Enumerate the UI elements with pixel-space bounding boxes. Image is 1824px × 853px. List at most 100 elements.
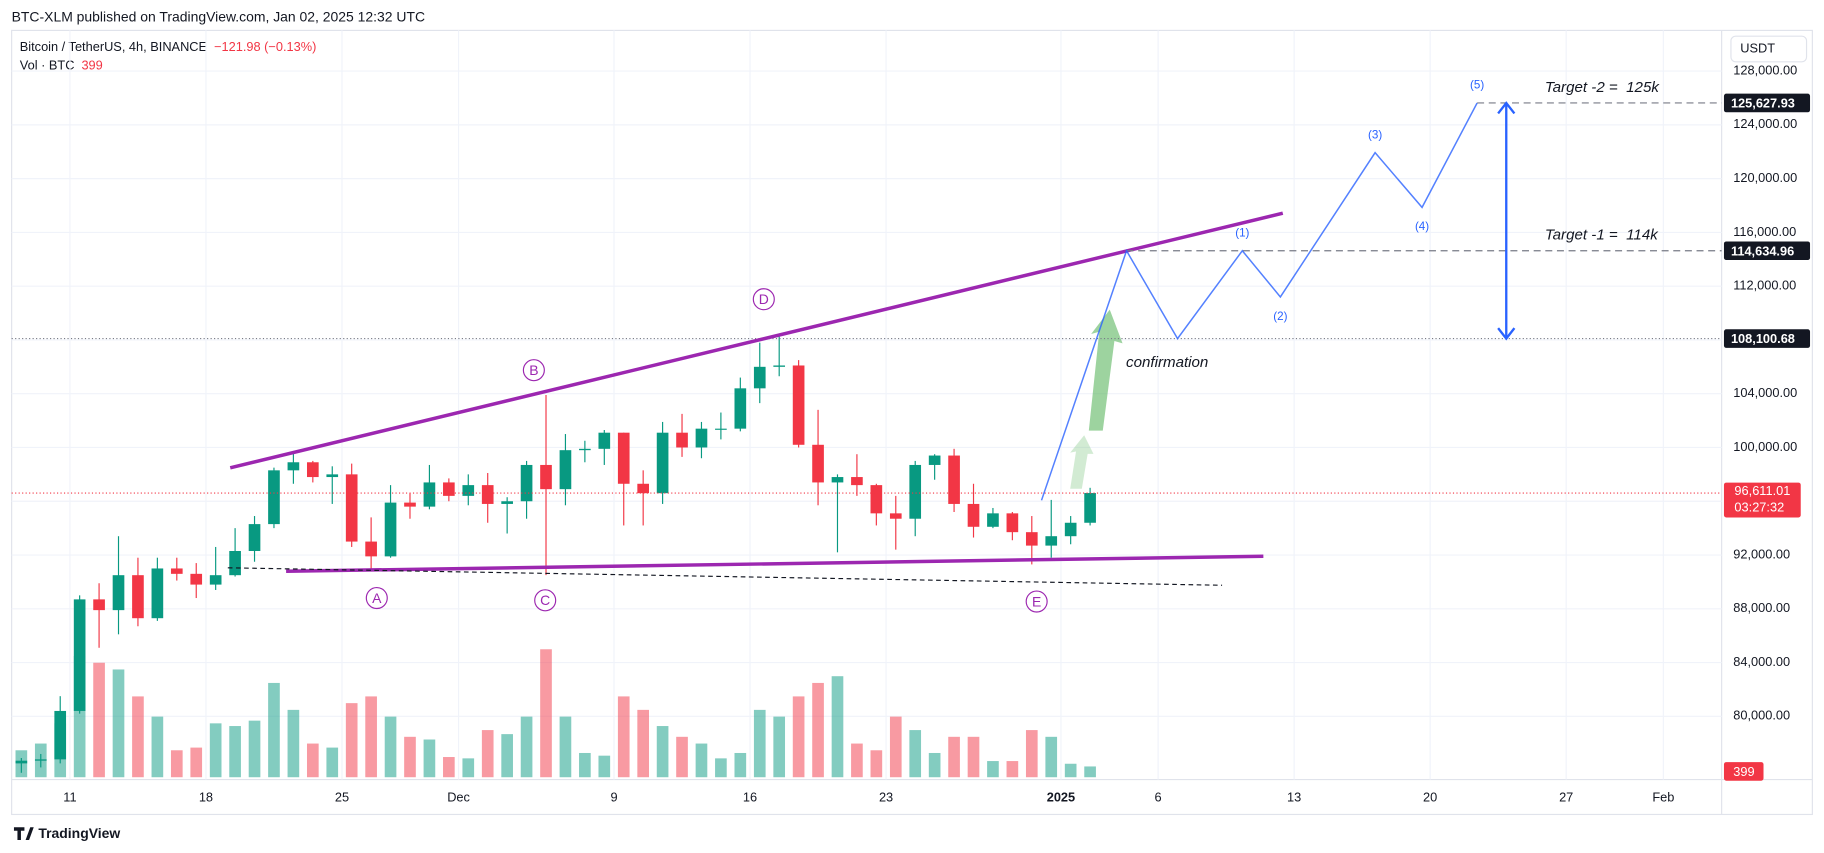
projection-label: (1) [1235,226,1249,239]
price-label: 108,100.68 [1731,331,1795,346]
trendline [227,567,1223,586]
volume-bar [851,743,863,778]
y-tick-label: 116,000.00 [1733,224,1796,239]
currency-button[interactable] [1730,35,1808,63]
volume-bar [287,709,300,778]
candle-body [287,462,300,471]
volume-bar [812,682,824,778]
projection-label: (5) [1470,79,1484,92]
symbol-title: Bitcoin / TetherUS, 4h, BINANCE −121.98 (… [20,39,317,54]
x-tick-label: 11 [63,790,76,805]
candle-body [54,710,67,760]
y-tick-label: 84,000.00 [1733,654,1790,669]
volume-bar [306,743,319,778]
small-arrow [1070,435,1094,489]
wave-circle [1025,590,1048,613]
candle-body [268,470,280,525]
volume-bar [248,720,261,778]
wave-label: D [759,291,769,307]
candle-body [656,432,669,494]
candle-body [928,455,941,465]
title: Bitcoin / TetherUS, 4h, BINANCE [20,39,207,54]
volume-bar [617,696,630,778]
volume-bar [579,752,591,778]
candle-body [715,428,727,430]
volume-bar [151,716,164,778]
volume-bar [462,758,475,778]
candle-body [520,464,533,502]
wave-circle [365,586,388,610]
brand: TradingView [38,825,120,841]
candle-body [889,513,902,519]
last-price-box [1723,482,1801,518]
axes: 80,000.0084,000.0088,000.0092,000.0096,0… [63,62,1811,805]
volume-bar [384,716,397,778]
x-tick-label: 20 [1423,790,1437,805]
volume-bar [326,747,339,778]
volume-bar [753,709,766,778]
trendline [286,554,1264,574]
candle-body [637,483,649,494]
candle-body [209,575,222,585]
trendline [229,211,1284,470]
volume-bar [268,682,280,778]
candle-body [481,485,494,504]
wave-label: E [1032,593,1041,609]
volume-last-label: 399 [1733,764,1754,779]
price-label-box [1723,329,1811,348]
candle-body [345,474,358,542]
volume-bar [598,755,611,778]
target-label: Target -2 = 125k [1545,79,1661,96]
candle-body [598,432,611,449]
candle-body [365,541,377,557]
x-tick-label: Dec [447,790,470,805]
vol-last: 399 [81,58,102,73]
volume-bar [229,726,241,778]
candle-body [559,450,572,490]
volume-bar [170,750,183,778]
currency[interactable]: USDT [1740,40,1775,55]
candle-body [170,568,183,574]
drawings: confirmation A B C D E Target -2 = 125k Target… [11,79,1722,613]
candle-body [404,502,416,507]
volume-bar [715,758,727,778]
candle-body [15,760,28,764]
candle-body [501,501,513,504]
vol-title: Vol · BTC [20,58,75,73]
volume-bar [1025,730,1038,778]
volume-bar [423,739,436,778]
volume-bar [404,736,416,778]
projection-path [1040,102,1478,501]
volume-bar [948,736,960,778]
volume-bar [540,649,552,778]
wave-label: A [372,590,382,606]
candle-body [870,485,883,514]
target-label: Target -1 = 114k [1545,227,1659,244]
volume-bar [637,709,649,778]
y-tick-label: 80,000.00 [1733,708,1790,723]
candle-body [831,477,844,483]
candle-body [753,366,766,389]
candle-body [34,759,47,761]
volume-bar [345,703,358,778]
volume-bar [656,726,669,778]
volume-bar [889,716,902,778]
candle-body [676,432,688,448]
volume-bar [1064,763,1077,778]
volume-bar [190,747,203,778]
candle-body [540,464,552,490]
x-tick-label: 18 [199,790,213,805]
candle-body [987,513,999,527]
wave-label: B [529,362,538,378]
candle-body [229,550,241,576]
candle-body [423,482,436,507]
volume-bar [559,716,572,778]
candle-body [112,575,125,611]
candle-body [695,428,708,448]
x-tick-label: 13 [1287,790,1301,805]
y-tick-label: 128,000.00 [1733,62,1797,77]
volume-bar [695,743,708,778]
last-price: 96,611.01 [1734,483,1790,498]
candle-body [1064,522,1077,537]
y-tick-label: 124,000.00 [1733,116,1797,131]
